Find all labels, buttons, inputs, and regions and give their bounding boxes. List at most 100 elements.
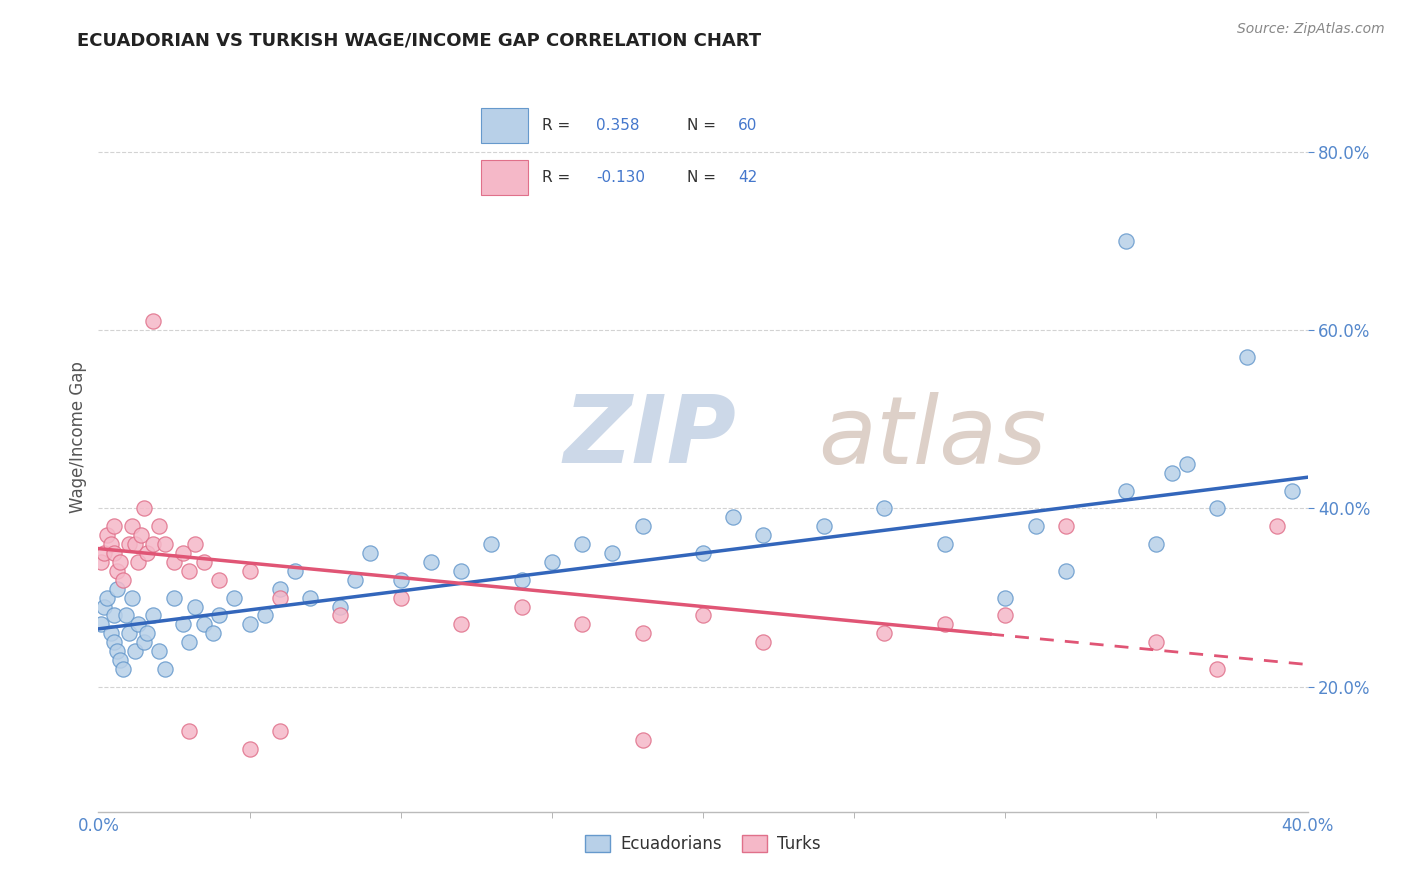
Point [90, 555, 112, 569]
Point [93, 599, 115, 614]
Point [873, 626, 896, 640]
Point [105, 582, 128, 596]
Point [96, 528, 118, 542]
Point [96, 591, 118, 605]
Point [90, 617, 112, 632]
Point [105, 564, 128, 578]
Point [1206, 662, 1229, 676]
Point [114, 608, 136, 623]
Point [179, 564, 201, 578]
Point [994, 591, 1017, 605]
Text: atlas: atlas [818, 392, 1046, 483]
Point [571, 537, 593, 551]
Point [1175, 457, 1198, 471]
Point [1281, 483, 1303, 498]
Point [118, 626, 141, 640]
Point [1115, 234, 1137, 248]
Point [873, 501, 896, 516]
Point [329, 608, 352, 623]
Point [420, 555, 443, 569]
Point [1115, 483, 1137, 498]
Point [752, 635, 775, 649]
Point [172, 546, 194, 560]
Point [179, 724, 201, 739]
Point [103, 608, 125, 623]
Point [103, 635, 125, 649]
Point [571, 617, 593, 632]
Point [108, 653, 131, 667]
Point [450, 617, 472, 632]
Point [163, 591, 186, 605]
Point [284, 564, 307, 578]
Point [100, 626, 122, 640]
Point [100, 537, 122, 551]
Point [103, 546, 125, 560]
Point [1054, 564, 1077, 578]
Point [389, 591, 412, 605]
Point [208, 608, 231, 623]
Point [269, 591, 291, 605]
Y-axis label: Wage/Income Gap: Wage/Income Gap [69, 361, 87, 513]
Point [93, 546, 115, 560]
Point [631, 519, 654, 533]
Point [934, 617, 956, 632]
Point [344, 573, 367, 587]
Point [1144, 537, 1167, 551]
Point [129, 528, 152, 542]
Point [631, 626, 654, 640]
Point [118, 537, 141, 551]
Point [163, 555, 186, 569]
Point [193, 617, 215, 632]
Point [127, 617, 149, 632]
Point [135, 546, 157, 560]
Point [135, 626, 157, 640]
Point [269, 582, 291, 596]
Point [994, 608, 1017, 623]
Point [360, 546, 382, 560]
Point [142, 314, 165, 328]
Text: Source: ZipAtlas.com: Source: ZipAtlas.com [1237, 22, 1385, 37]
Point [103, 519, 125, 533]
Point [127, 555, 149, 569]
Point [142, 537, 165, 551]
Point [752, 528, 775, 542]
Point [111, 573, 134, 587]
Point [132, 501, 155, 516]
Point [208, 573, 231, 587]
Text: ZIP: ZIP [564, 391, 737, 483]
Point [124, 644, 146, 658]
Point [1206, 501, 1229, 516]
Point [299, 591, 322, 605]
Point [692, 546, 714, 560]
Point [202, 626, 225, 640]
Point [1236, 350, 1258, 364]
Point [389, 573, 412, 587]
Legend: Ecuadorians, Turks: Ecuadorians, Turks [579, 828, 827, 860]
Point [172, 617, 194, 632]
Point [481, 537, 503, 551]
Point [602, 546, 624, 560]
Point [142, 608, 165, 623]
Point [934, 537, 956, 551]
Point [148, 644, 170, 658]
Point [184, 599, 207, 614]
Point [179, 635, 201, 649]
Point [723, 510, 745, 524]
Point [1054, 519, 1077, 533]
Point [121, 591, 143, 605]
Point [184, 537, 207, 551]
Point [692, 608, 714, 623]
Point [153, 662, 176, 676]
Point [631, 733, 654, 747]
Point [239, 617, 262, 632]
Point [450, 564, 472, 578]
Point [111, 662, 134, 676]
Point [269, 724, 291, 739]
Point [813, 519, 835, 533]
Text: ECUADORIAN VS TURKISH WAGE/INCOME GAP CORRELATION CHART: ECUADORIAN VS TURKISH WAGE/INCOME GAP CO… [77, 31, 762, 49]
Point [1160, 466, 1182, 480]
Point [193, 555, 215, 569]
Point [1144, 635, 1167, 649]
Point [510, 599, 533, 614]
Point [239, 564, 262, 578]
